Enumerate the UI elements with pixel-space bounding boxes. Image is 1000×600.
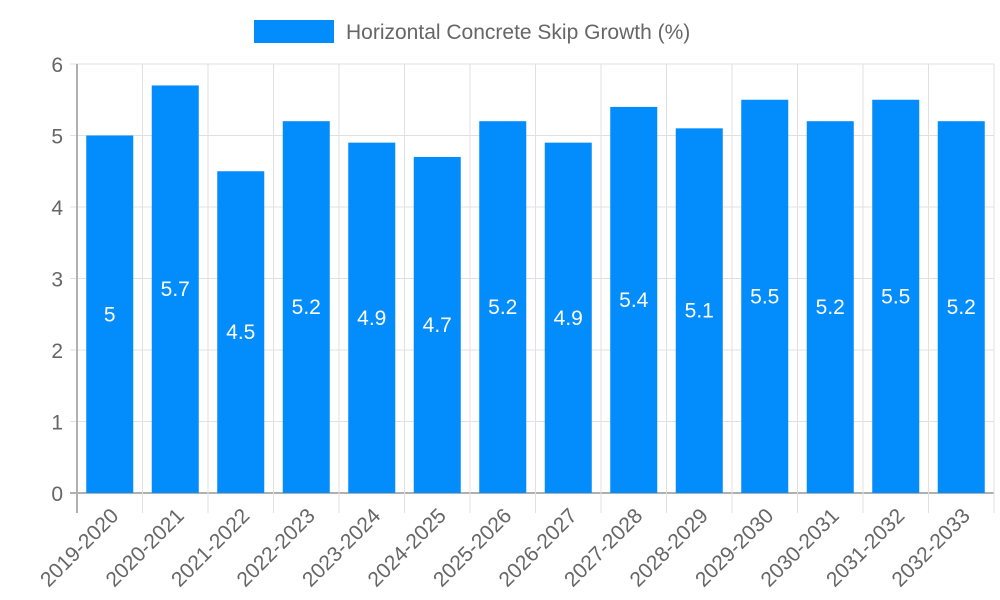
y-tick-label: 3 bbox=[51, 269, 63, 292]
bar-value-label: 5.1 bbox=[685, 300, 714, 323]
y-tick-label: 4 bbox=[51, 197, 63, 220]
bar-value-label: 4.9 bbox=[357, 307, 386, 330]
bar-value-label: 4.9 bbox=[554, 307, 583, 330]
x-axis-ticks: 2019-20202020-20212021-20222022-20232023… bbox=[36, 504, 975, 592]
bar-value-label: 5.2 bbox=[292, 296, 321, 319]
bar bbox=[544, 142, 592, 493]
bar bbox=[479, 121, 527, 493]
bar bbox=[937, 121, 985, 493]
y-tick-label: 1 bbox=[51, 412, 63, 435]
bar bbox=[86, 135, 134, 493]
bar bbox=[217, 171, 265, 493]
y-tick-label: 2 bbox=[51, 340, 63, 363]
bar bbox=[413, 156, 461, 493]
bar-value-label: 5.5 bbox=[881, 285, 910, 308]
bar-value-label: 5.7 bbox=[161, 278, 190, 301]
bars: 5 5.7 4.5 5.2 4.9 4.7 5.2 4.9 5.4 5.1 5.5 5.2 5.5 5.2 bbox=[86, 85, 985, 494]
bar-value-label: 5.4 bbox=[619, 289, 649, 312]
bar bbox=[610, 106, 658, 494]
bar bbox=[282, 121, 330, 493]
bar-value-label: 4.5 bbox=[226, 321, 255, 344]
bar bbox=[151, 85, 199, 493]
y-tick-label: 0 bbox=[51, 483, 63, 506]
y-axis-ticks: 0 1 2 3 4 5 6 bbox=[51, 54, 63, 506]
bar bbox=[741, 99, 789, 493]
legend-label: Horizontal Concrete Skip Growth (%) bbox=[346, 21, 690, 44]
bar bbox=[872, 99, 920, 493]
bar-value-label: 5 bbox=[104, 303, 116, 326]
y-tick-label: 6 bbox=[51, 54, 63, 77]
bar bbox=[806, 121, 854, 493]
bar-value-label: 4.7 bbox=[423, 314, 452, 337]
y-tick-label: 5 bbox=[51, 126, 63, 149]
grid bbox=[70, 63, 995, 513]
legend[interactable]: Horizontal Concrete Skip Growth (%) bbox=[254, 20, 690, 44]
bar-value-label: 5.2 bbox=[947, 296, 976, 319]
bar bbox=[348, 142, 396, 493]
bar bbox=[675, 128, 723, 493]
bar-value-label: 5.2 bbox=[816, 296, 845, 319]
bar-value-label: 5.2 bbox=[488, 296, 517, 319]
legend-swatch bbox=[254, 20, 334, 43]
bar-value-label: 5.5 bbox=[750, 285, 779, 308]
